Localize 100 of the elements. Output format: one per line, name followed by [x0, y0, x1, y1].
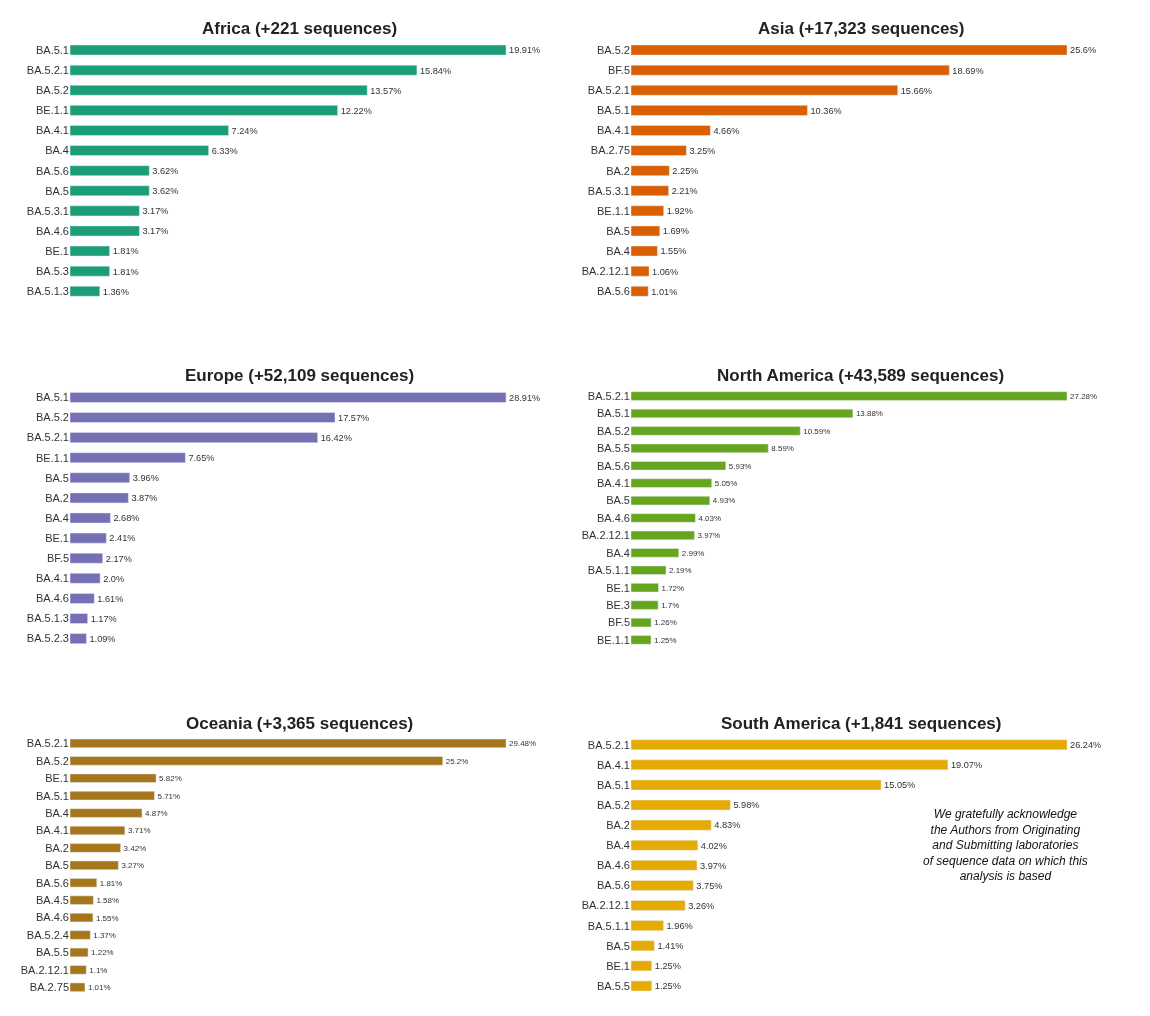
bar: [70, 613, 88, 624]
data-label: 3.97%: [697, 531, 721, 541]
chart-title: North America (+43,589 sequences): [717, 366, 1005, 385]
bar: [631, 530, 695, 541]
bar: [631, 779, 882, 791]
data-label: 1.72%: [661, 583, 685, 593]
data-label: 2.25%: [672, 166, 699, 177]
bar: [631, 391, 1068, 401]
y-tick-label: BA.5.6: [596, 459, 630, 472]
data-label: 7.65%: [188, 453, 215, 464]
bar: [70, 825, 126, 836]
bar: [70, 125, 229, 136]
y-tick-label: BA.5.1: [35, 789, 69, 802]
bar: [70, 185, 150, 197]
data-label: 3.25%: [689, 145, 716, 156]
y-tick-label: BE.1.1: [596, 633, 630, 646]
y-tick-label: BA.5.1.1: [587, 919, 630, 932]
y-tick-label: BA.4: [606, 244, 630, 257]
bar: [70, 84, 368, 96]
y-tick-label: BA.4.6: [596, 859, 630, 872]
bar: [70, 205, 140, 217]
data-label: 1.81%: [99, 878, 123, 888]
bar: [631, 64, 950, 76]
bar: [631, 583, 659, 593]
y-tick-label: BA.4: [606, 546, 630, 559]
bar: [631, 426, 801, 436]
y-tick-label: BA.5.2: [596, 798, 630, 811]
bar: [631, 145, 687, 156]
data-label: 1.96%: [666, 921, 693, 931]
y-tick-label: BA.2: [606, 164, 630, 177]
bar: [70, 552, 103, 564]
data-label: 12.22%: [340, 105, 372, 116]
y-tick-label: BA.5.1.1: [587, 564, 630, 577]
bar: [631, 635, 652, 645]
bar: [631, 165, 670, 176]
data-label: 28.91%: [509, 392, 541, 403]
bar: [70, 285, 101, 297]
y-tick-label: BA.4.1: [35, 124, 69, 137]
bar: [631, 617, 652, 628]
data-label: 3.97%: [699, 860, 727, 871]
y-tick-label: BA.5: [45, 471, 69, 484]
bar: [70, 791, 155, 801]
y-tick-label: BF.5: [607, 616, 630, 629]
data-label: 4.02%: [700, 840, 727, 851]
data-label: 1.17%: [90, 613, 117, 624]
bar: [631, 739, 1068, 751]
y-tick-label: BA.5.1: [35, 43, 69, 56]
data-label: 8.59%: [771, 444, 794, 454]
y-tick-label: BA.5.2.3: [26, 632, 69, 645]
y-tick-label: BF.5: [607, 64, 630, 76]
y-tick-label: BA.5: [606, 224, 630, 237]
y-tick-label: BA.5.1.3: [26, 612, 69, 625]
y-tick-label: BA.5.3.1: [587, 184, 630, 197]
data-label: 5.71%: [157, 791, 181, 801]
data-label: 13.88%: [855, 409, 883, 419]
data-label: 4.93%: [712, 496, 736, 506]
data-label: 15.05%: [884, 780, 916, 791]
bar: [631, 880, 694, 891]
chart-title: Africa (+221 sequences): [202, 19, 398, 38]
data-label: 5.82%: [159, 774, 182, 784]
y-tick-label: BA.5.1: [35, 391, 69, 404]
data-label: 5.05%: [714, 479, 738, 489]
y-tick-label: BA.5.6: [35, 164, 69, 177]
y-tick-label: BA.4.6: [596, 511, 630, 524]
y-tick-label: BA.4.6: [35, 911, 69, 924]
chart-title: Oceania (+3,365 sequences): [186, 714, 414, 733]
bar: [70, 633, 87, 644]
data-label: 1.81%: [112, 246, 139, 257]
bar: [70, 145, 209, 156]
data-label: 16.42%: [320, 432, 352, 443]
data-label: 1.01%: [651, 286, 678, 297]
bar: [70, 843, 121, 853]
y-tick-label: BA.2: [45, 841, 69, 854]
data-label: 3.17%: [142, 206, 169, 217]
y-tick-label: BF.5: [46, 552, 69, 565]
data-label: 10.59%: [803, 426, 831, 436]
data-label: 1.81%: [112, 266, 139, 277]
bar: [70, 878, 98, 888]
data-label: 13.57%: [370, 85, 402, 96]
bar: [631, 960, 653, 972]
bar: [70, 532, 107, 544]
data-label: 2.0%: [103, 573, 125, 584]
bar: [70, 930, 91, 940]
y-tick-label: BA.2.12.1: [581, 265, 630, 278]
data-label: 3.17%: [142, 226, 169, 237]
data-label: 18.69%: [952, 65, 984, 76]
data-label: 2.99%: [681, 548, 705, 558]
data-label: 1.25%: [654, 981, 681, 992]
data-label: 2.21%: [671, 186, 698, 197]
data-label: 2.17%: [105, 553, 132, 564]
data-label: 1.1%: [89, 965, 108, 975]
y-tick-label: BA.5.2: [35, 84, 69, 97]
bar: [631, 839, 699, 851]
bar: [631, 940, 655, 952]
data-label: 15.84%: [419, 65, 452, 76]
y-tick-label: BA.4.6: [35, 592, 69, 605]
bar: [70, 412, 336, 423]
data-label: 1.55%: [660, 246, 687, 257]
y-tick-label: BA.5.6: [35, 876, 69, 889]
data-label: 6.33%: [211, 145, 238, 156]
